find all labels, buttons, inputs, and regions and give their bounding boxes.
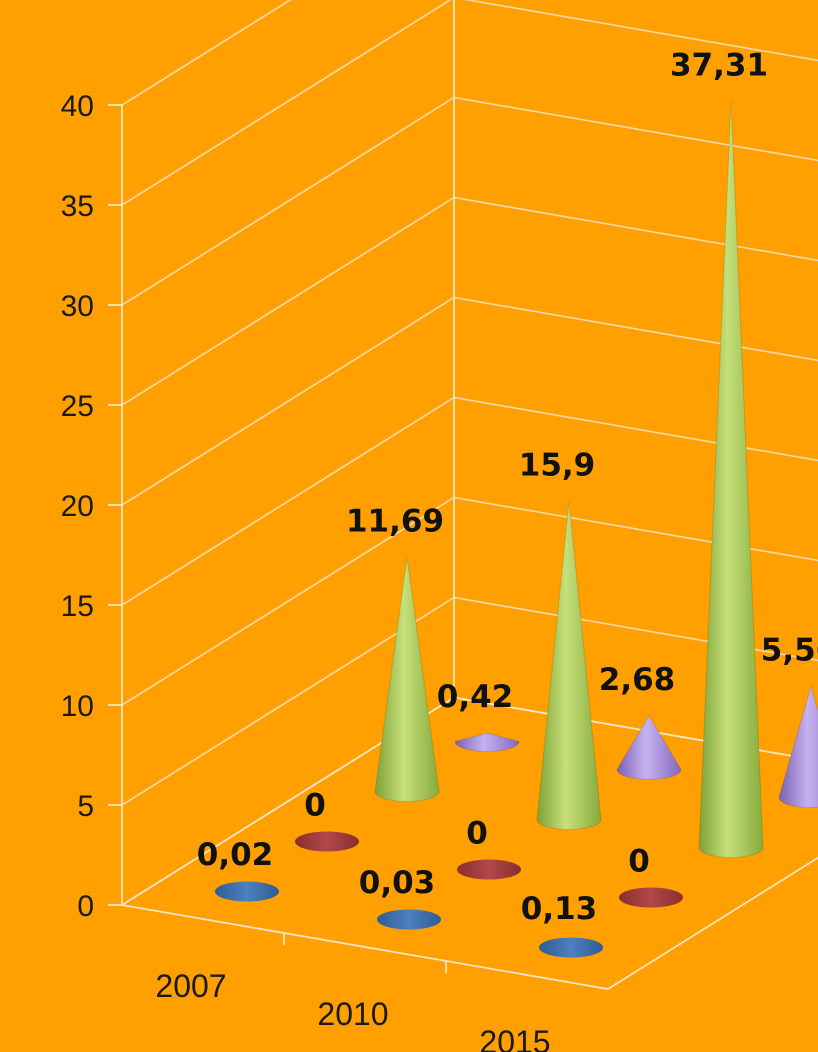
y-tick-label: 35 xyxy=(61,190,94,223)
data-label: 0,03 xyxy=(359,865,436,901)
cone xyxy=(536,501,602,830)
cone-base-disc xyxy=(215,881,279,902)
data-label: 15,9 xyxy=(519,448,596,484)
y-tick-label: 25 xyxy=(61,390,94,423)
gridline xyxy=(121,296,818,506)
x-category-label: 2015 xyxy=(479,1024,550,1052)
cone-base-disc xyxy=(539,937,603,958)
data-label: 0,02 xyxy=(197,837,274,873)
data-label: 5,56 xyxy=(761,632,818,668)
y-tick-label: 20 xyxy=(61,490,94,523)
cone-base-disc xyxy=(295,831,359,852)
y-tick-label: 15 xyxy=(61,590,94,623)
cone-base-disc xyxy=(377,909,441,930)
gridline xyxy=(121,96,818,306)
cone xyxy=(454,732,520,752)
cone xyxy=(374,557,440,802)
y-tick-label: 5 xyxy=(77,790,94,823)
x-category-labels: 2007 2010 2015 xyxy=(155,968,550,1052)
data-label: 0 xyxy=(628,844,650,880)
y-tick-label: 40 xyxy=(61,90,94,123)
cone xyxy=(616,714,682,780)
axes xyxy=(108,0,818,990)
data-label: 0 xyxy=(466,816,488,852)
data-label: 11,69 xyxy=(346,504,444,540)
data-label: 0,13 xyxy=(521,891,598,927)
x-category-label: 2010 xyxy=(317,996,388,1032)
x-category-label: 2007 xyxy=(155,968,226,1004)
y-tick-labels: 0 5 10 15 20 25 30 35 40 xyxy=(61,90,94,923)
y-tick-label: 30 xyxy=(61,290,94,323)
gridline xyxy=(121,196,818,406)
y-tick-label: 0 xyxy=(77,890,94,923)
data-label: 37,31 xyxy=(670,47,768,83)
data-labels: 0,02 0,03 0,13 0 0 0 11,69 15,9 37,31 0,42 2,68 5,5… xyxy=(197,47,818,927)
cone xyxy=(778,684,818,808)
data-label: 0,42 xyxy=(437,679,514,715)
data-label: 2,68 xyxy=(599,662,676,698)
data-label: 0 xyxy=(304,788,326,824)
cone xyxy=(698,101,764,858)
cone-base-disc xyxy=(619,887,683,908)
gridline xyxy=(121,0,818,206)
gridline xyxy=(121,0,292,106)
cones xyxy=(215,101,818,958)
cone-base-disc xyxy=(457,859,521,880)
y-tick-label: 10 xyxy=(61,690,94,723)
